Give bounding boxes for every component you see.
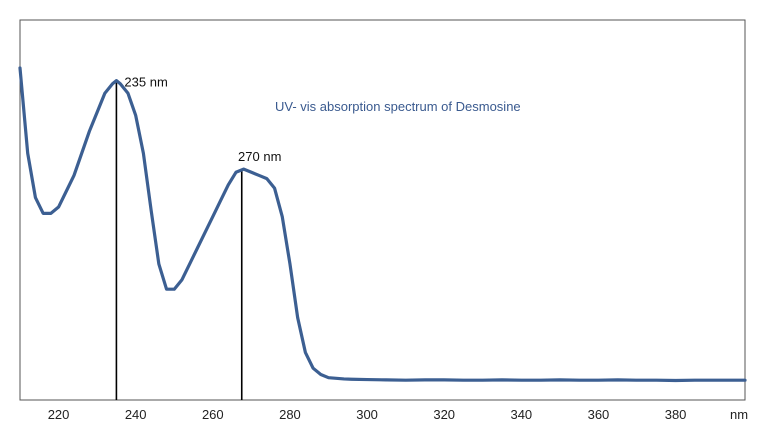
chart-title: UV- vis absorption spectrum of Desmosine bbox=[275, 99, 521, 114]
x-tick-label-220: 220 bbox=[48, 407, 70, 422]
annotation-lines bbox=[115, 80, 243, 400]
x-axis-unit-label: nm bbox=[730, 407, 748, 422]
x-tick-label-240: 240 bbox=[125, 407, 147, 422]
x-tick-label-360: 360 bbox=[588, 407, 610, 422]
plot-frame bbox=[19, 19, 746, 401]
x-tick-label-340: 340 bbox=[510, 407, 532, 422]
peak-label-2: 270 nm bbox=[238, 149, 281, 164]
spectrum-line bbox=[18, 66, 747, 383]
peak-label-1: 235 nm bbox=[124, 75, 167, 90]
x-tick-label-300: 300 bbox=[356, 407, 378, 422]
x-tick-label-320: 320 bbox=[433, 407, 455, 422]
annotation-labels: 235 nm 270 nm bbox=[124, 75, 281, 164]
x-tick-label-260: 260 bbox=[202, 407, 224, 422]
x-tick-label-280: 280 bbox=[279, 407, 301, 422]
x-tick-label-380: 380 bbox=[665, 407, 687, 422]
x-axis-ticks: 220 240 260 280 300 320 340 360 380 bbox=[48, 407, 687, 422]
